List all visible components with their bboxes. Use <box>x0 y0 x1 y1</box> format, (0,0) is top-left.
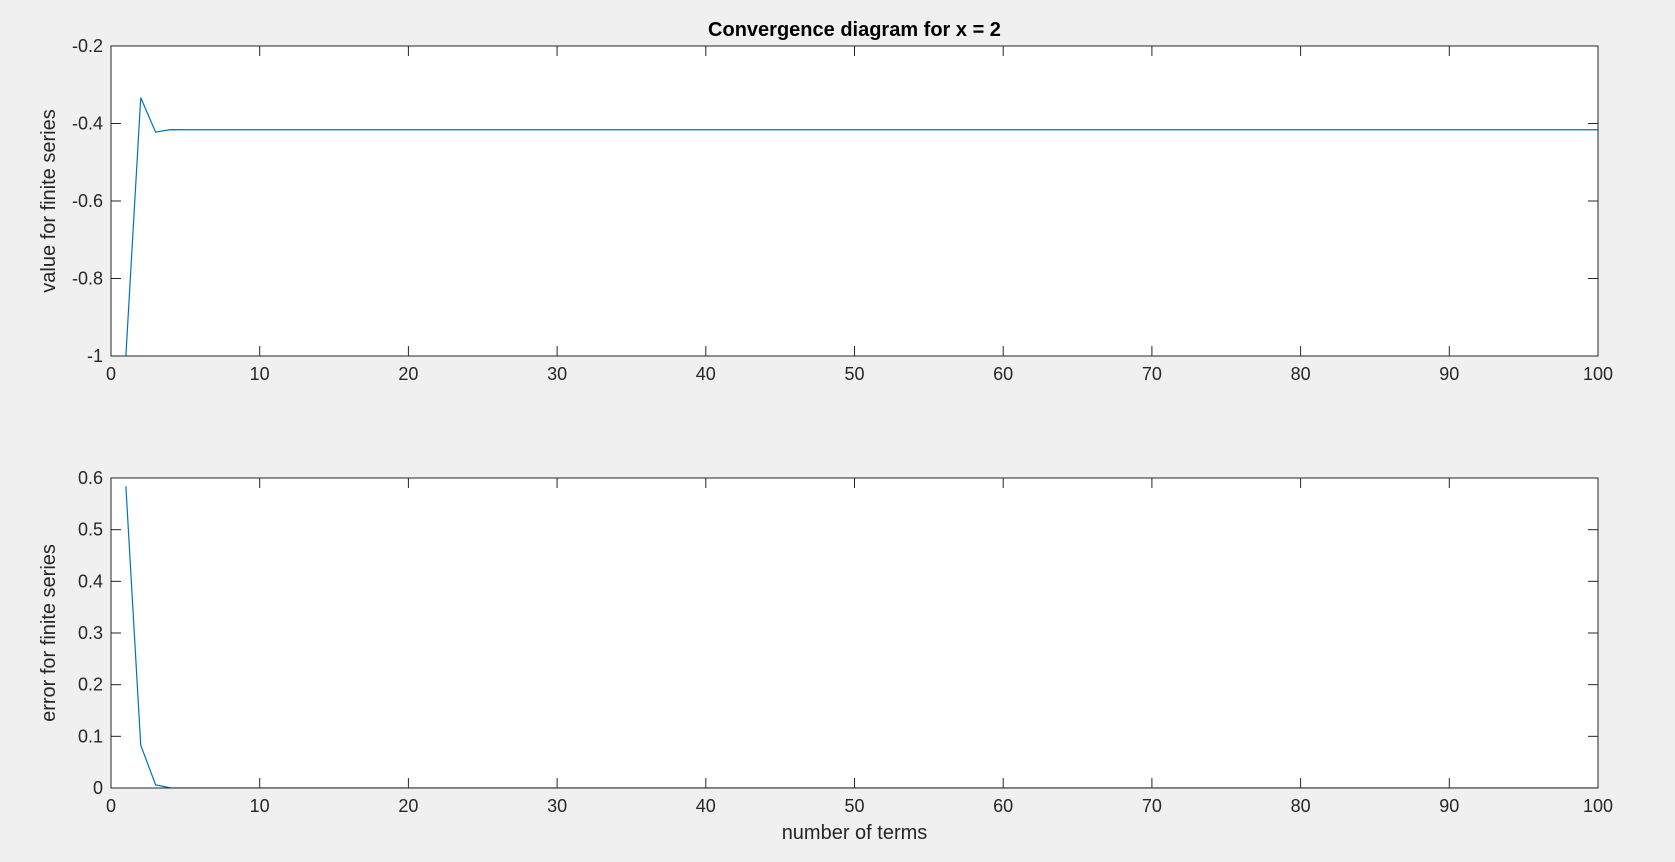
y-tick-label: -0.8 <box>72 269 103 289</box>
y-tick-label: -1 <box>87 346 103 366</box>
y-tick-label: -0.6 <box>72 191 103 211</box>
x-tick-label: 0 <box>106 364 116 384</box>
axes-box <box>110 477 1599 789</box>
x-tick-label: 70 <box>1142 796 1162 816</box>
y-tick-label: 0.5 <box>78 520 103 540</box>
x-tick-label: 60 <box>993 364 1013 384</box>
series-line-0 <box>125 486 1598 788</box>
x-tick-label: 80 <box>1291 364 1311 384</box>
y-tick-label: 0.4 <box>78 571 103 591</box>
x-tick-label: 40 <box>696 364 716 384</box>
x-tick-label: 100 <box>1583 796 1613 816</box>
x-tick-label: 70 <box>1142 364 1162 384</box>
bottom-subplot: 0 10 20 30 40 50 60 70 80 90 100 0 0.1 0.2 0.3 0.4 0.5 0.… <box>38 468 1613 844</box>
x-tick-label: 30 <box>547 796 567 816</box>
x-tick-label: 20 <box>398 796 418 816</box>
series-line-0 <box>125 97 1598 356</box>
x-tick-label: 10 <box>250 796 270 816</box>
x-axis-label: number of terms <box>782 822 928 844</box>
y-tick-label: 0.6 <box>78 468 103 488</box>
x-tick-label: 50 <box>844 796 864 816</box>
x-tick-label: 20 <box>398 364 418 384</box>
y-tick-label: 0.2 <box>78 675 103 695</box>
plot-area <box>111 478 1598 788</box>
plot-area <box>111 46 1598 356</box>
chart-title: Convergence diagram for x = 2 <box>708 19 1001 41</box>
x-tick-label: 90 <box>1439 796 1459 816</box>
x-tick-label: 90 <box>1439 364 1459 384</box>
top-subplot: 0 10 20 30 40 50 60 70 80 90 100 -1 -0.8 -0.6 -0.4 -0.2… <box>38 19 1613 384</box>
y-tick-label: -0.4 <box>72 114 103 134</box>
x-tick-label: 40 <box>696 796 716 816</box>
y-axis-label: value for finite series <box>38 109 60 292</box>
y-tick-label: 0 <box>93 778 103 798</box>
y-tick-label: 0.3 <box>78 623 103 643</box>
x-tick-label: 10 <box>250 364 270 384</box>
x-tick-label: 30 <box>547 364 567 384</box>
axes-box <box>110 45 1599 357</box>
y-tick-label: -0.2 <box>72 36 103 56</box>
x-tick-label: 60 <box>993 796 1013 816</box>
x-tick-label: 100 <box>1583 364 1613 384</box>
y-tick-label: 0.1 <box>78 726 103 746</box>
x-tick-label: 50 <box>844 364 864 384</box>
x-tick-label: 0 <box>106 796 116 816</box>
x-tick-label: 80 <box>1291 796 1311 816</box>
y-axis-label: error for finite series <box>38 544 60 722</box>
